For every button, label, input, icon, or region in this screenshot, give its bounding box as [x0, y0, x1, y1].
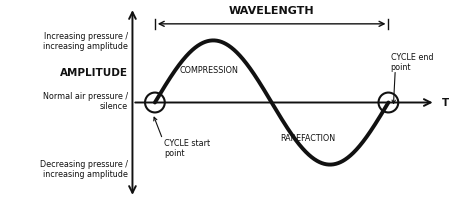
Text: CYCLE start
point: CYCLE start point	[164, 138, 210, 157]
Text: WAVELENGTH: WAVELENGTH	[229, 6, 314, 15]
Text: Normal air pressure /
silence: Normal air pressure / silence	[43, 91, 128, 111]
Text: AMPLITUDE: AMPLITUDE	[60, 68, 128, 78]
Text: CYCLE end
point: CYCLE end point	[391, 53, 433, 72]
Text: Increasing pressure /
increasing amplitude: Increasing pressure / increasing amplitu…	[43, 32, 128, 51]
Text: RAREFACTION: RAREFACTION	[280, 133, 335, 143]
Text: Decreasing pressure /
increasing amplitude: Decreasing pressure / increasing amplitu…	[40, 159, 128, 179]
Text: TIME: TIME	[442, 98, 449, 108]
Text: COMPRESSION: COMPRESSION	[179, 66, 238, 75]
